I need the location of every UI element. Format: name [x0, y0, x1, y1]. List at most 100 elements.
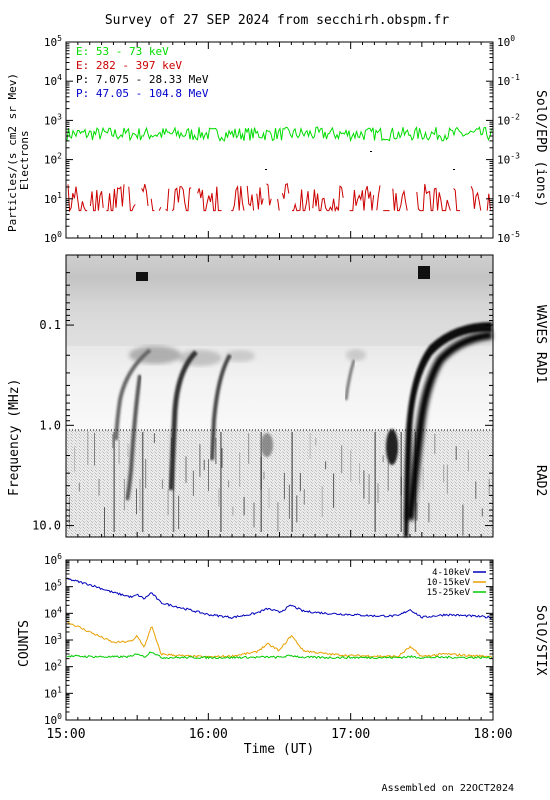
- rad2-interference-stripe: [462, 504, 464, 536]
- time-tick-label: 17:00: [331, 727, 370, 742]
- rad2-interference-stripe: [283, 472, 285, 500]
- stix-ylabel: COUNTS: [17, 620, 32, 667]
- left-tick-label: 102: [44, 152, 62, 167]
- left-tick-label: 103: [44, 632, 62, 647]
- radio-burst-bright: [261, 433, 273, 457]
- radio-burst-trail: [344, 359, 356, 401]
- frequency-tick-label: 0.1: [39, 318, 61, 332]
- legend-entry: E: 53 - 73 keV: [76, 45, 169, 58]
- rad2-interference-stripe: [98, 479, 100, 496]
- right-tick-label: 10-5: [497, 230, 520, 245]
- rad2-interference-stripe: [368, 474, 370, 505]
- burst-time-marker: [141, 432, 144, 532]
- left-tick-label: 103: [44, 112, 62, 127]
- left-tick-label: 104: [44, 73, 62, 88]
- rad2-interference-stripe: [136, 488, 137, 515]
- stix-axes: 100 101 102 103 104 105 106 15:00 16:00 17:00 18:0…: [44, 552, 513, 742]
- figure-title: Survey of 27 SEP 2024 from secchirh.obsp…: [105, 13, 450, 28]
- rad2-interference-stripe: [263, 471, 265, 480]
- rad2-interference-stripe: [161, 479, 163, 489]
- stix-legend-label: 15-25keV: [427, 588, 471, 598]
- waves-right-label-top: WAVES RAD1: [533, 305, 548, 383]
- waves-frequency-axis: 0.1 1.0 10.0: [32, 254, 494, 537]
- rad2-interference-stripe: [416, 502, 418, 521]
- rad2-interference-stripe: [428, 502, 430, 523]
- rad2-interference-stripe: [467, 450, 469, 472]
- rad2-interference-stripe: [248, 433, 250, 464]
- stix-right-label: SolO/STIX: [533, 605, 548, 676]
- rad2-interference-stripe: [333, 473, 335, 508]
- radio-burst-bright: [386, 429, 398, 465]
- rad2-interference-stripe: [359, 463, 360, 484]
- rad2-interference-stripe: [153, 433, 155, 444]
- rad2-interference-stripe: [315, 438, 317, 446]
- rad2-interference-stripe: [481, 508, 483, 517]
- waves-right-label-bottom: RAD2: [533, 465, 548, 496]
- rad2-interference-stripe: [243, 496, 245, 516]
- rad2-interference-stripe: [268, 487, 270, 509]
- rad2-interference-stripe: [185, 456, 187, 483]
- series-line-electrons-53-73kev: [66, 126, 492, 143]
- rad2-interference-stripe: [192, 470, 194, 496]
- frequency-tick-label: 1.0: [39, 418, 61, 432]
- rad2-interference-stripe: [434, 433, 436, 454]
- rad2-interference-stripe: [253, 502, 255, 528]
- burst-time-marker: [291, 432, 293, 532]
- proton-data-point: [453, 169, 455, 170]
- stix-series-group: [66, 577, 493, 660]
- rad2-interference-stripe: [139, 478, 141, 511]
- left-tick-label: 105: [44, 579, 62, 594]
- proton-data-point: [265, 169, 267, 170]
- rad2-interference-stripe: [321, 486, 323, 517]
- right-tick-label: 10-2: [497, 112, 520, 127]
- stix-legend-label: 10-15keV: [427, 578, 471, 588]
- left-tick-label: 104: [44, 605, 62, 620]
- waves-ylabel: Frequency (MHz): [7, 379, 22, 496]
- rad2-interference-stripe: [232, 506, 234, 516]
- rad2-interference-stripe: [277, 502, 279, 532]
- rad2-interference-stripe: [228, 480, 230, 488]
- epd-right-axis: 10-5 10-4 10-3 10-2 10-1 100: [486, 34, 520, 245]
- radio-burst-faint: [346, 349, 366, 361]
- rad2-interference-stripe: [350, 450, 352, 482]
- radio-burst-faint: [225, 350, 255, 362]
- epd-ylabel-line2: Electrons: [18, 130, 31, 190]
- rad2-interference-stripe: [296, 495, 298, 523]
- rad2-interference-stripe: [475, 481, 477, 499]
- radio-burst-trail: [168, 350, 198, 491]
- rad2-interference-stripe: [455, 446, 457, 460]
- rad2-interference-stripe: [309, 432, 311, 459]
- rad1-band: [66, 300, 493, 346]
- left-tick-label: 100: [44, 712, 62, 727]
- right-tick-label: 10-4: [497, 191, 520, 206]
- rad2-interference-stripe: [145, 459, 147, 489]
- rad2-interference-stripe: [288, 484, 290, 519]
- left-tick-label: 101: [44, 685, 62, 700]
- rad2-interference-stripe: [239, 452, 241, 487]
- rad2-interference-stripe: [363, 470, 365, 499]
- right-tick-label: 10-3: [497, 152, 520, 167]
- radio-burst-trail: [210, 353, 232, 461]
- rad2-interference-stripe: [123, 478, 125, 511]
- time-tick-label: 15:00: [46, 727, 85, 742]
- rad2-interference-stripe: [167, 489, 169, 515]
- legend-entry: E: 282 - 397 keV: [76, 59, 182, 72]
- waves-panel: 0.1 1.0 10.0 Frequency (MHz) WAVES RAD1 RA…: [7, 254, 548, 538]
- left-tick-label: 106: [44, 552, 62, 567]
- rad2-interference-stripe: [78, 482, 80, 492]
- rad2-interference-stripe: [74, 446, 75, 472]
- rad2-interference-stripe: [87, 431, 89, 465]
- rad2-interference-stripe: [208, 459, 209, 492]
- series-line-15-25kev: [66, 651, 493, 660]
- left-tick-label: 101: [44, 191, 62, 206]
- radio-burst-trail: [114, 348, 152, 441]
- epd-right-label: SolO/EPD (ions): [533, 90, 548, 207]
- burst-time-marker: [374, 432, 376, 532]
- burst-time-marker: [113, 432, 115, 532]
- left-tick-label: 105: [44, 34, 62, 49]
- radio-burst-trail: [125, 374, 142, 501]
- rad2-interference-stripe: [94, 432, 95, 466]
- rad2-interference-stripe: [299, 472, 301, 492]
